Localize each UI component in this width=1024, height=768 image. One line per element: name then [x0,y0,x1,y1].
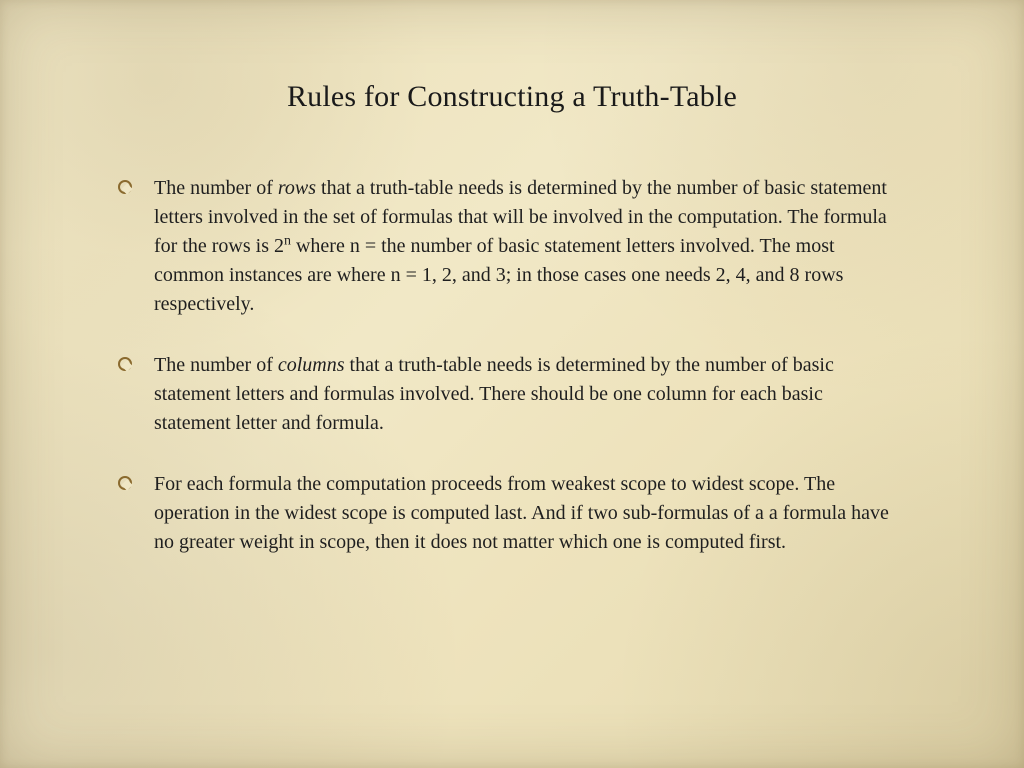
emphasis-rows: rows [278,177,316,199]
ring-bullet-icon [118,476,132,490]
superscript-n: n [284,233,291,248]
ring-bullet-icon [118,357,132,371]
bullet-list: The number of rows that a truth-table ne… [90,174,934,557]
bullet-item-rows: The number of rows that a truth-table ne… [118,174,904,319]
bullet-text: For each formula the computation proceed… [154,473,889,553]
bullet-item-scope: For each formula the computation proceed… [118,470,904,557]
text-run: The number of [154,354,278,376]
slide-background: Rules for Constructing a Truth-Table The… [0,0,1024,768]
slide-title: Rules for Constructing a Truth-Table [90,80,934,114]
text-run: The number of [154,177,278,199]
text-run: For each formula the computation proceed… [154,473,889,553]
bullet-text: The number of columns that a truth-table… [154,354,834,434]
ring-bullet-icon [118,180,132,194]
emphasis-columns: columns [278,354,345,376]
bullet-item-columns: The number of columns that a truth-table… [118,351,904,438]
bullet-text: The number of rows that a truth-table ne… [154,177,887,315]
